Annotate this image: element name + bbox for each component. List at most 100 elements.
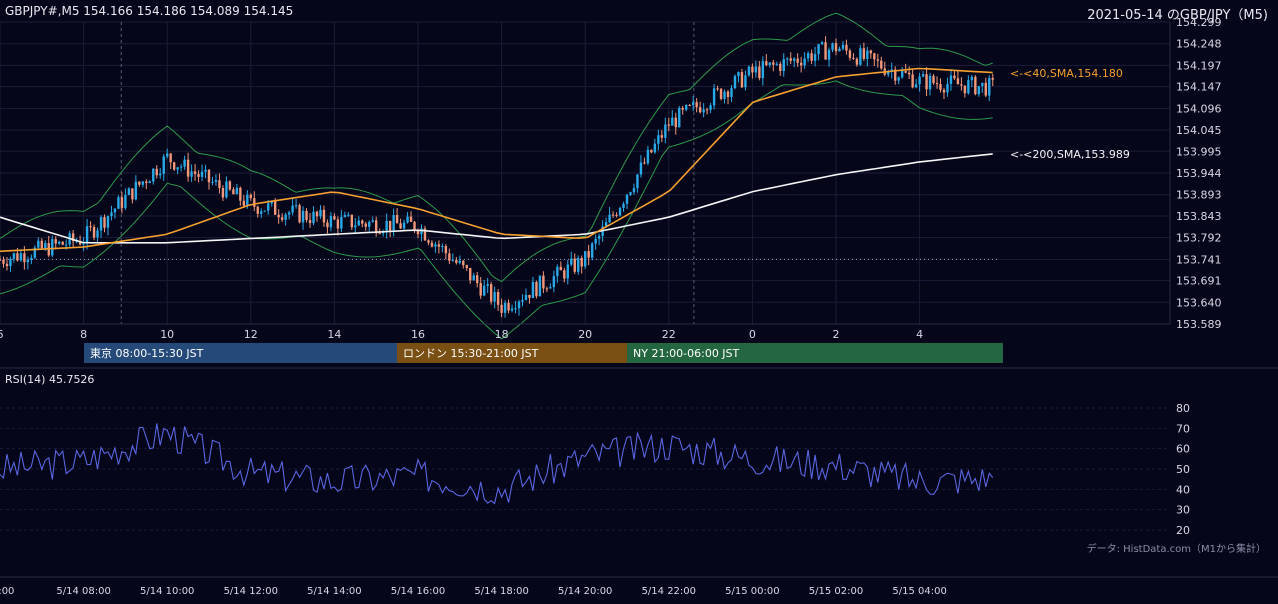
candle-body bbox=[967, 80, 970, 94]
candle-body bbox=[580, 257, 583, 267]
rsi-line bbox=[0, 423, 994, 505]
candle-body bbox=[946, 83, 949, 93]
candle-body bbox=[54, 239, 57, 244]
candle-body bbox=[455, 260, 458, 263]
price-tick-label: 154.299 bbox=[1176, 16, 1222, 29]
candle-body bbox=[155, 168, 158, 176]
candle-body bbox=[51, 239, 54, 256]
candles bbox=[0, 36, 994, 318]
candle-body bbox=[918, 76, 921, 85]
candle-body bbox=[594, 238, 597, 244]
time-tick-label: 5/14 22:00 bbox=[642, 586, 696, 597]
bollinger-upper bbox=[0, 12, 993, 283]
candle-body bbox=[813, 54, 817, 61]
candle-body bbox=[489, 284, 493, 302]
candle-body bbox=[960, 84, 963, 86]
candle-body bbox=[695, 102, 698, 108]
candle-body bbox=[5, 263, 9, 267]
candle-body bbox=[796, 58, 799, 63]
candle-body bbox=[19, 253, 23, 261]
price-tick-label: 154.147 bbox=[1176, 81, 1222, 94]
candle-body bbox=[507, 302, 510, 311]
candle-body bbox=[395, 215, 399, 224]
candle-body bbox=[563, 270, 566, 279]
price-tick-label: 153.741 bbox=[1176, 253, 1222, 266]
candle-body bbox=[664, 124, 667, 138]
rsi-tick-label: 40 bbox=[1176, 483, 1190, 496]
candle-body bbox=[280, 217, 284, 220]
candle-body bbox=[416, 230, 420, 235]
candle-body bbox=[378, 233, 381, 235]
candle-body bbox=[887, 71, 890, 75]
candle-body bbox=[85, 226, 89, 243]
candle-body bbox=[855, 58, 859, 65]
candle-body bbox=[608, 214, 611, 223]
candle-body bbox=[305, 210, 308, 221]
candle-body bbox=[434, 244, 437, 247]
price-tick-label: 154.045 bbox=[1176, 124, 1222, 137]
candle-body bbox=[542, 275, 545, 289]
candle-body bbox=[134, 181, 138, 200]
hour-axis: 6 8 10 12 14 16 18 20 22 0 2 4 bbox=[0, 323, 1170, 341]
candle-body bbox=[597, 235, 601, 239]
candle-body bbox=[145, 181, 148, 184]
candle-body bbox=[866, 50, 869, 59]
candle-body bbox=[925, 74, 928, 90]
candle-body bbox=[148, 181, 151, 184]
candle-body bbox=[852, 57, 855, 59]
candle-body bbox=[89, 226, 92, 228]
candle-body bbox=[183, 159, 186, 167]
candle-body bbox=[451, 260, 455, 262]
candle-body bbox=[127, 188, 131, 196]
candle-body bbox=[291, 205, 294, 213]
hour-tick-label: 6 bbox=[0, 328, 4, 341]
candle-body bbox=[106, 216, 110, 228]
candle-body bbox=[604, 222, 608, 227]
chart-title: 2021-05-14 のGBP/JPY（M5) bbox=[1087, 8, 1268, 23]
price-tick-label: 154.248 bbox=[1176, 38, 1222, 51]
candle-body bbox=[301, 210, 305, 223]
candle-body bbox=[110, 212, 113, 217]
candle-body bbox=[476, 275, 479, 284]
candle-body bbox=[64, 244, 68, 246]
candle-body bbox=[357, 220, 360, 226]
candle-body bbox=[322, 209, 326, 223]
time-axis: 06:00 5/14 08:00 5/14 10:00 5/14 12:00 5/14 … bbox=[0, 576, 1278, 597]
candle-body bbox=[712, 88, 716, 106]
candle-body bbox=[409, 216, 413, 222]
time-tick-label: 5/15 02:00 bbox=[809, 586, 863, 597]
candle-body bbox=[799, 62, 803, 66]
time-tick-label: 5/14 20:00 bbox=[558, 586, 612, 597]
candle-body bbox=[765, 61, 768, 65]
candle-body bbox=[482, 285, 486, 296]
candle-body bbox=[831, 43, 834, 50]
candle-body bbox=[138, 181, 141, 185]
candle-body bbox=[514, 308, 517, 310]
candle-body bbox=[740, 72, 744, 88]
candle-body bbox=[688, 105, 691, 107]
session-bars: 東京 08:00-15:30 JST ロンドン 15:30-21:00 JST NY… bbox=[84, 343, 1003, 363]
candle-body bbox=[99, 217, 103, 231]
candle-body bbox=[880, 60, 883, 69]
candle-body bbox=[556, 266, 559, 277]
candle-body bbox=[838, 48, 841, 52]
candle-body bbox=[152, 168, 155, 182]
candle-body bbox=[709, 105, 712, 110]
candle-body bbox=[249, 194, 252, 199]
candle-body bbox=[385, 220, 388, 232]
candle-body bbox=[587, 251, 590, 258]
candle-body bbox=[758, 66, 761, 79]
candle-body bbox=[754, 66, 758, 73]
candle-body bbox=[221, 188, 225, 198]
candle-body bbox=[590, 243, 594, 258]
candle-body bbox=[632, 188, 636, 193]
candle-body bbox=[44, 243, 47, 249]
candle-body bbox=[298, 205, 301, 223]
candle-body bbox=[12, 253, 16, 259]
overlays bbox=[0, 12, 993, 340]
candle-body bbox=[768, 62, 772, 65]
candle-body bbox=[981, 82, 984, 87]
candle-body bbox=[789, 58, 792, 61]
sma40-line bbox=[0, 67, 993, 253]
